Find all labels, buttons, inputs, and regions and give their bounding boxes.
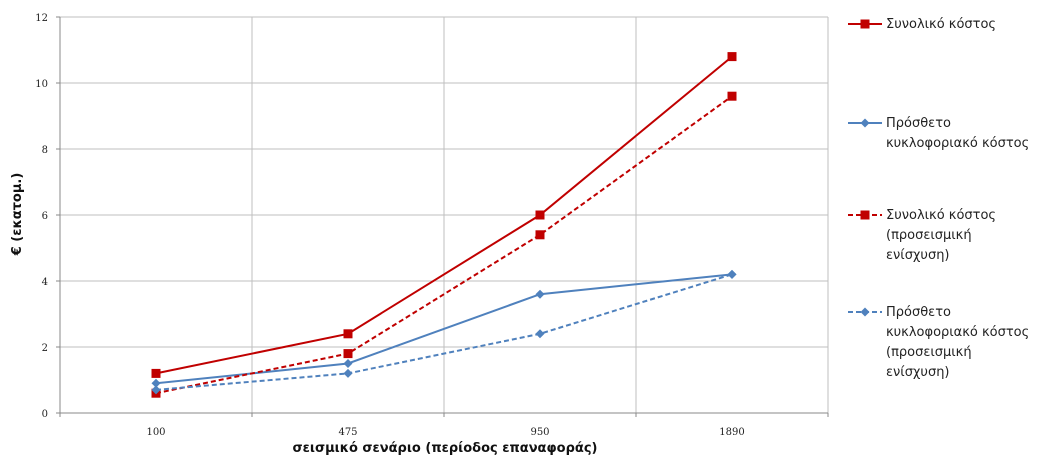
legend-marker <box>860 307 870 317</box>
axes <box>56 16 829 417</box>
data-point <box>535 289 545 299</box>
legend-item-3: Συνολικό κόστος (προσεισμική ενίσχυση) <box>848 208 996 263</box>
data-point <box>343 359 353 368</box>
x-axis-title: σεισμικό σενάριο (περίοδος επαναφοράς) <box>293 441 598 456</box>
gridlines <box>60 16 829 413</box>
legend-marker <box>860 210 870 220</box>
data-point <box>151 385 161 395</box>
data-point <box>535 210 545 220</box>
data-point <box>343 329 353 339</box>
y-tick-label: 2 <box>42 343 48 354</box>
x-tick-label: 475 <box>338 427 357 438</box>
legend-label: Πρόσθετο <box>886 116 951 131</box>
y-tick-label: 4 <box>42 277 48 288</box>
data-point <box>535 329 545 339</box>
legend-item-4: Πρόσθετο κυκλοφοριακό κόστος (προσεισμική ε… <box>848 305 1029 380</box>
data-point <box>535 230 545 240</box>
x-tick-label: 950 <box>530 427 549 438</box>
legend-label: (προσεισμική <box>886 228 972 243</box>
y-tick-labels: 0 2 4 6 8 10 12 <box>35 13 48 420</box>
legend-label: (προσεισμική <box>886 345 972 360</box>
y-tick-label: 12 <box>35 13 48 24</box>
y-axis-title: € (εκατομ.) <box>10 173 25 257</box>
legend-label: Συνολικό κόστος <box>886 17 996 32</box>
x-tick-labels: 100 475 950 1890 <box>146 427 744 438</box>
legend-label: κυκλοφοριακό κόστος <box>886 325 1029 340</box>
legend-label: κυκλοφοριακό κόστος <box>886 136 1029 151</box>
series-line <box>155 55 733 375</box>
y-tick-label: 6 <box>42 211 48 222</box>
legend-label: Πρόσθετο <box>886 305 951 320</box>
legend-label: ενίσχυση) <box>886 248 950 263</box>
y-tick-label: 0 <box>42 409 48 420</box>
legend-label: ενίσχυση) <box>886 365 950 380</box>
series-1 <box>151 52 737 378</box>
x-tick-label: 1890 <box>719 427 744 438</box>
legend-label: Συνολικό κόστος <box>886 208 996 223</box>
legend-item-1: Συνολικό κόστος <box>848 17 996 32</box>
y-tick-label: 10 <box>35 79 48 90</box>
data-point <box>343 368 353 378</box>
data-point <box>727 269 737 279</box>
data-point <box>151 378 161 388</box>
y-tick-label: 8 <box>42 145 48 156</box>
data-point <box>727 52 737 62</box>
x-tick-label: 100 <box>146 427 165 438</box>
legend-marker <box>860 118 870 128</box>
legend: Συνολικό κόστος Πρόσθετο κυκλοφοριακό κόστ… <box>848 17 1029 380</box>
legend-marker <box>860 19 870 29</box>
series-group <box>151 52 737 398</box>
series-line <box>155 95 733 395</box>
data-point <box>343 349 353 359</box>
series-4 <box>151 269 737 395</box>
data-point <box>727 91 737 101</box>
series-line <box>155 273 733 391</box>
data-point <box>151 368 161 378</box>
legend-item-2: Πρόσθετο κυκλοφοριακό κόστος <box>848 116 1029 151</box>
